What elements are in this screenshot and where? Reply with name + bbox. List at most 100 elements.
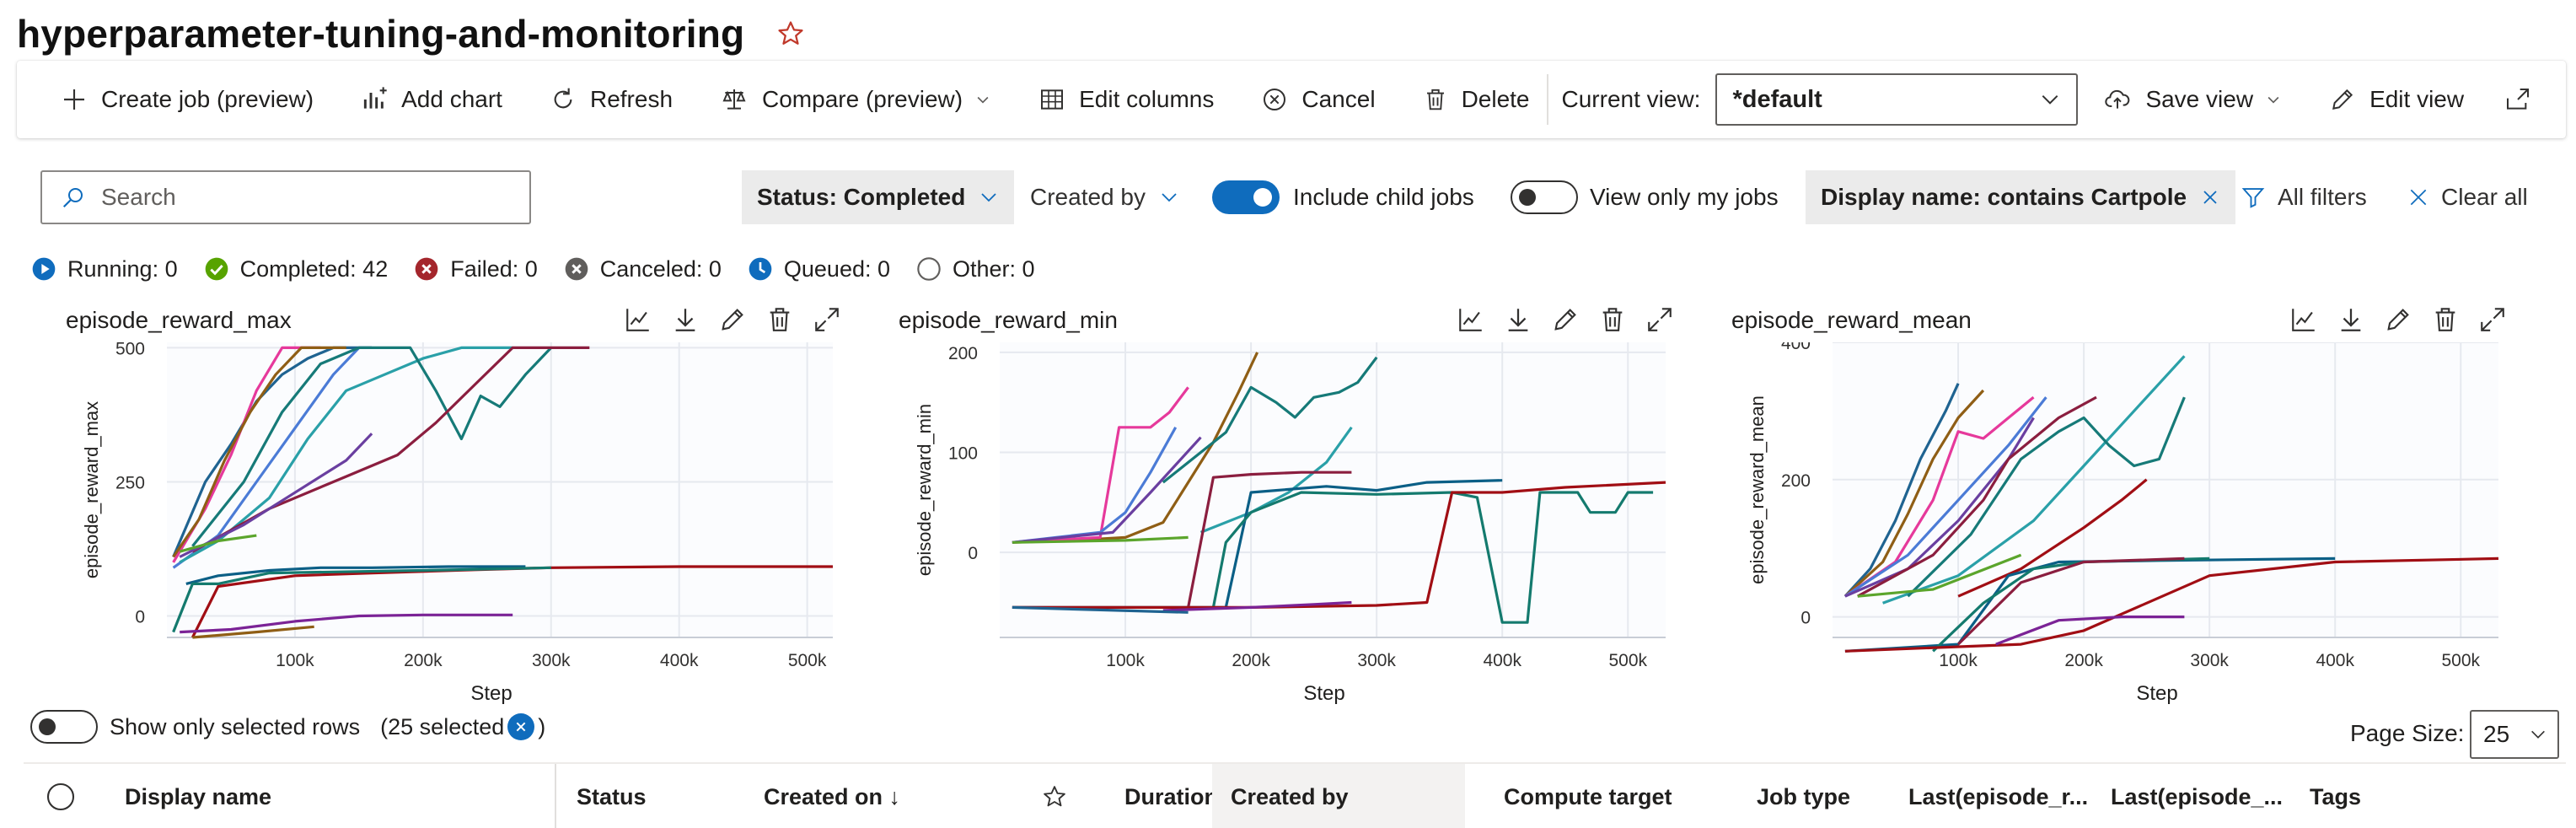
edit-icon[interactable] [718,305,747,334]
clear-all-button[interactable]: Clear all [2392,170,2543,224]
page-size-dropdown[interactable]: 25 [2470,710,2559,759]
delete-icon[interactable] [2431,305,2460,334]
cloud-upload-icon [2105,89,2130,109]
status-running[interactable]: Running: 0 [30,255,178,282]
running-icon [32,257,56,281]
include-child-jobs-label: Include child jobs [1293,184,1474,210]
cancel-label: Cancel [1301,86,1376,112]
chart-toolbar [2271,305,2507,334]
selected-count-close: ) [538,713,546,739]
plot-area [167,342,833,637]
status-filter-chip[interactable]: Status: Completed [742,170,1015,224]
save-view-button[interactable]: Save view [2103,61,2282,138]
series-line [192,625,314,639]
current-view-dropdown[interactable]: *default [1715,73,2079,126]
close-icon [2410,189,2427,206]
expand-icon[interactable] [1645,305,1674,334]
select-all-checkbox[interactable] [46,764,76,828]
edit-view-button[interactable]: Edit view [2329,61,2464,138]
edit-icon[interactable] [1551,305,1580,334]
chart-title: episode_reward_min [899,307,1118,333]
column-header-display-name[interactable]: Display name [125,783,272,809]
status-queued-label: Queued: 0 [783,255,890,282]
column-header-created-on[interactable]: Created on ↓ [764,783,901,809]
x-tick-label: 300k [1357,651,1396,670]
status-completed[interactable]: Completed: 42 [203,255,388,282]
column-header-tags[interactable]: Tags [2310,783,2362,809]
line-chart-icon[interactable] [1457,305,1485,334]
series-line [1857,553,2022,598]
failed-icon [415,257,438,281]
clear-selection-icon[interactable] [507,713,535,740]
refresh-icon [554,88,572,109]
series-line [1956,556,2185,646]
status-other[interactable]: Other: 0 [915,255,1035,282]
create-job-button[interactable]: Create job (preview) [61,61,314,138]
y-tick-label: 250 [115,473,145,492]
series-line [1012,386,1189,544]
series-line [1012,605,1189,614]
expand-icon[interactable] [813,305,841,334]
column-header-last-reward-1[interactable]: Last(episode_r... [1908,783,2089,809]
column-header-created-by[interactable]: Created by [1212,764,1465,828]
column-header-duration[interactable]: Duration [1124,783,1218,809]
close-icon[interactable] [2200,187,2220,207]
favorite-star-icon[interactable] [776,19,805,48]
view-only-my-jobs-label: View only my jobs [1590,184,1779,210]
show-selected-rows-toggle[interactable] [30,710,98,744]
refresh-button[interactable]: Refresh [550,61,673,138]
search-input[interactable]: Search [40,170,531,224]
status-queued[interactable]: Queued: 0 [747,255,890,282]
x-tick-label: 200k [1232,651,1270,670]
current-view-label: Current view: [1561,86,1701,112]
cancel-button[interactable]: Cancel [1261,61,1376,138]
x-tick-label: 400k [1483,651,1521,670]
edit-icon[interactable] [2384,305,2412,334]
all-filters-button[interactable]: All filters [2225,170,2382,224]
display-name-filter-chip[interactable]: Display name: contains Cartpole [1806,170,2236,224]
status-failed[interactable]: Failed: 0 [413,255,538,282]
series-line [185,565,526,585]
add-chart-button[interactable]: Add chart [361,61,502,138]
delete-icon[interactable] [765,305,794,334]
series-line [1844,417,2035,598]
series-line [172,566,551,633]
canceled-icon [565,257,588,281]
favorite-column-star-icon[interactable] [1023,764,1067,828]
x-tick-label: 100k [1106,651,1145,670]
line-chart-icon[interactable] [2289,305,2318,334]
download-icon[interactable] [1504,305,1532,334]
edit-columns-button[interactable]: Edit columns [1038,61,1214,138]
add-chart-label: Add chart [401,86,502,112]
expand-icon[interactable] [2478,305,2507,334]
chevron-down-icon [1162,193,1177,202]
status-canceled-label: Canceled: 0 [599,255,722,282]
download-icon[interactable] [2337,305,2365,334]
view-only-my-jobs-toggle[interactable] [1511,180,1578,214]
refresh-label: Refresh [589,86,674,112]
created-by-filter[interactable]: Created by [1015,170,1194,224]
delete-icon[interactable] [1598,305,1627,334]
series-line [1843,389,1985,598]
chevron-down-icon [981,193,996,202]
share-button[interactable] [2504,61,2545,138]
delete-label: Delete [1461,86,1530,112]
series-line [1199,426,1353,534]
status-canceled[interactable]: Canceled: 0 [563,255,722,282]
line-chart-icon[interactable] [624,305,652,334]
chevron-down-icon [2267,96,2279,104]
delete-button[interactable]: Delete [1423,61,1530,138]
y-axis-label: episode_reward_max [81,401,102,578]
column-header-status[interactable]: Status [577,783,647,809]
chart-card-1: episode_reward_min 100k 200k 300k 400k 500k 0… [899,297,1674,708]
series-line [1012,436,1202,544]
column-header-compute-target[interactable]: Compute target [1504,783,1672,809]
chevron-down-icon [2042,94,2058,105]
download-icon[interactable] [671,305,700,334]
series-line [1162,356,1378,484]
compare-button[interactable]: Compare (preview) [720,61,991,138]
column-header-last-reward-2[interactable]: Last(episode_... [2111,783,2284,809]
series-line [1907,396,2186,598]
column-header-job-type[interactable]: Job type [1757,783,1851,809]
include-child-jobs-toggle[interactable] [1212,180,1280,214]
